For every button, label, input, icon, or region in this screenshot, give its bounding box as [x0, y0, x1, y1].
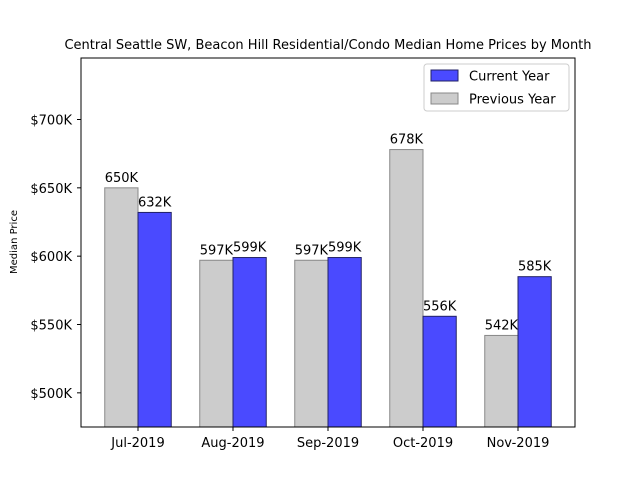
x-tick-label: Jul-2019 — [110, 436, 164, 451]
legend-swatch-previous-year — [430, 92, 459, 105]
bar-current-year-aug-2019 — [232, 257, 267, 428]
legend: Current Year Previous Year — [423, 63, 570, 112]
y-tick-label: $600K — [30, 250, 72, 265]
data-label-current-year-jul-2019: 632K — [138, 195, 172, 210]
bar-current-year-nov-2019 — [517, 276, 552, 428]
y-tick-label: $650K — [30, 182, 72, 197]
data-label-previous-year-aug-2019: 597K — [200, 243, 234, 258]
data-label-previous-year-nov-2019: 542K — [485, 318, 519, 333]
bars — [104, 149, 552, 428]
x-tick-label: Nov-2019 — [487, 436, 550, 451]
x-axis-ticks: Jul-2019 Aug-2019 Sep-2019 Oct-2019 Nov-2019 — [110, 427, 549, 451]
data-label-current-year-aug-2019: 599K — [233, 241, 267, 256]
x-tick-label: Sep-2019 — [297, 436, 359, 451]
y-tick-label: $500K — [30, 387, 72, 402]
data-label-current-year-sep-2019: 599K — [328, 241, 362, 256]
y-tick-label: $700K — [30, 114, 72, 129]
legend-box — [423, 63, 570, 112]
bar-previous-year-aug-2019 — [199, 259, 234, 428]
data-label-previous-year-sep-2019: 597K — [295, 243, 329, 258]
x-tick-label: Oct-2019 — [393, 436, 453, 451]
bar-previous-year-oct-2019 — [389, 149, 424, 428]
data-label-current-year-oct-2019: 556K — [423, 299, 457, 314]
bar-current-year-sep-2019 — [327, 257, 362, 428]
y-axis-ticks: $500K $550K $600K $650K $700K — [30, 114, 81, 402]
bar-previous-year-nov-2019 — [484, 334, 519, 428]
legend-label-previous-year: Previous Year — [469, 93, 556, 108]
legend-label-current-year: Current Year — [469, 70, 550, 85]
chart-title: Central Seattle SW, Beacon Hill Resident… — [64, 38, 591, 53]
bar-previous-year-jul-2019 — [104, 187, 139, 428]
bar-previous-year-sep-2019 — [294, 259, 329, 428]
data-label-previous-year-oct-2019: 678K — [390, 133, 424, 148]
bar-current-year-jul-2019 — [137, 211, 172, 428]
x-tick-label: Aug-2019 — [201, 436, 264, 451]
bar-current-year-oct-2019 — [422, 315, 457, 428]
y-tick-label: $550K — [30, 319, 72, 334]
legend-swatch-current-year — [430, 69, 459, 82]
data-label-current-year-nov-2019: 585K — [518, 260, 552, 275]
y-axis-label: Median Price — [9, 210, 20, 274]
data-label-previous-year-jul-2019: 650K — [105, 171, 139, 186]
